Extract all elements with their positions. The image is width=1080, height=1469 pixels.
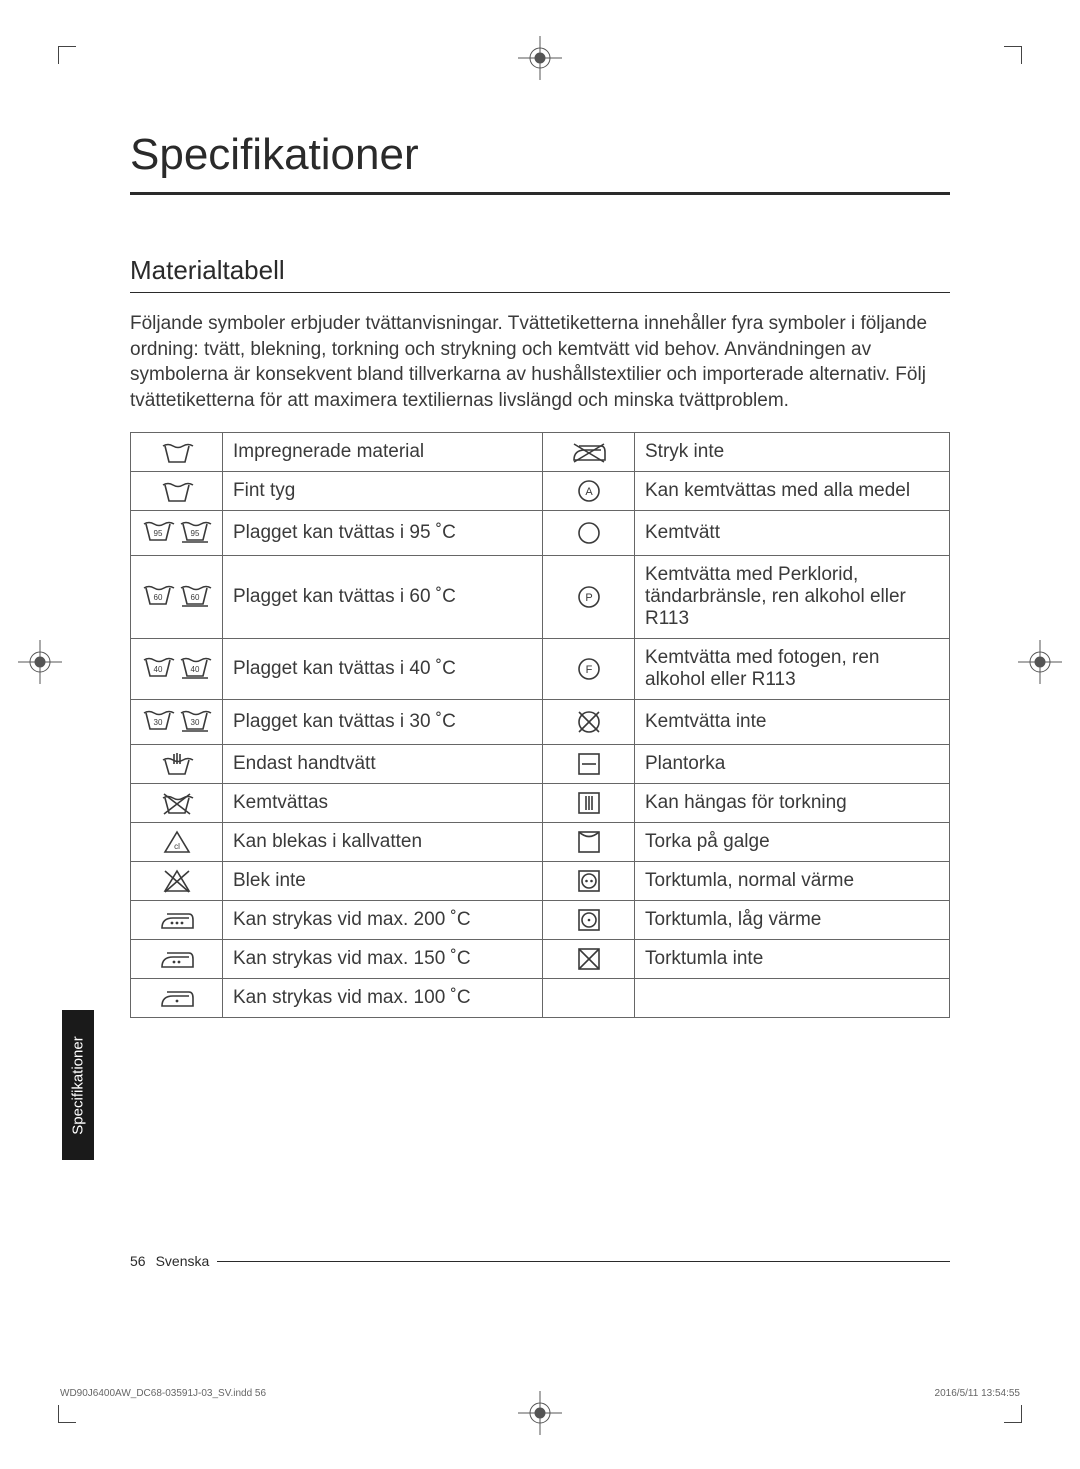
symbol-description: Plagget kan tvättas i 60 ˚C [223, 555, 543, 638]
footer-language: Svenska [156, 1253, 210, 1269]
wash-60-pair-icon: 60 60 [131, 555, 223, 638]
table-row: Impregnerade material Stryk inte [131, 432, 950, 471]
symbol-description: Kemtvättas [223, 783, 543, 822]
square-vlines-icon [543, 783, 635, 822]
symbol-description: Kan strykas vid max. 100 ˚C [223, 978, 543, 1017]
wash-40-pair-icon: 40 40 [131, 638, 223, 699]
symbol-description: Plagget kan tvättas i 40 ˚C [223, 638, 543, 699]
symbol-description: Kan hängas för torkning [635, 783, 950, 822]
table-row: Kan strykas vid max. 150 ˚C Torktumla in… [131, 939, 950, 978]
table-row: 60 60Plagget kan tvättas i 60 ˚CPKemtvät… [131, 555, 950, 638]
symbol-description: Kemtvätta inte [635, 699, 950, 744]
table-row: Endast handtvätt Plantorka [131, 744, 950, 783]
symbol-description: Kan strykas vid max. 200 ˚C [223, 900, 543, 939]
symbol-description: Plantorka [635, 744, 950, 783]
symbol-description [635, 978, 950, 1017]
symbol-description: Kemtvätta med Perklorid, tändarbränsle, … [635, 555, 950, 638]
svg-text:60: 60 [191, 593, 200, 602]
section-heading: Materialtabell [130, 255, 950, 293]
svg-text:30: 30 [191, 718, 200, 727]
symbol-description: Impregnerade material [223, 432, 543, 471]
iron-3-icon [131, 900, 223, 939]
symbol-description: Kemtvätta med fotogen, ren alkohol eller… [635, 638, 950, 699]
svg-text:30: 30 [154, 718, 163, 727]
intro-paragraph: Följande symboler erbjuder tvättanvisnin… [130, 311, 950, 414]
svg-text:40: 40 [154, 665, 163, 674]
wash-basin-icon [131, 471, 223, 510]
square-envelope-icon [543, 822, 635, 861]
square-circle-1-icon [543, 900, 635, 939]
page-number: 56 [130, 1253, 146, 1269]
svg-text:cl: cl [174, 842, 180, 851]
symbol-description: Torktumla, låg värme [635, 900, 950, 939]
table-row: 40 40Plagget kan tvättas i 40 ˚CFKemtvät… [131, 638, 950, 699]
page-title: Specifikationer [130, 130, 950, 195]
table-row: 95 95Plagget kan tvättas i 95 ˚CKemtvätt [131, 510, 950, 555]
symbol-description: Endast handtvätt [223, 744, 543, 783]
print-meta-left: WD90J6400AW_DC68-03591J-03_SV.indd 56 [60, 1388, 266, 1399]
symbol-description: Kan kemtvättas med alla medel [635, 471, 950, 510]
symbol-description: Fint tyg [223, 471, 543, 510]
table-row: cl Kan blekas i kallvatten Torka på galge [131, 822, 950, 861]
square-hline-icon [543, 744, 635, 783]
symbol-description: Plagget kan tvättas i 95 ˚C [223, 510, 543, 555]
page-footer: 56 Svenska [130, 1253, 950, 1269]
circle-icon [543, 510, 635, 555]
svg-text:A: A [585, 486, 593, 498]
wash-basin-icon [131, 432, 223, 471]
iron-cross-icon [543, 432, 635, 471]
triangle-cross-icon [131, 861, 223, 900]
triangle-cl-icon: cl [131, 822, 223, 861]
wash-cross-icon [131, 783, 223, 822]
empty-icon [543, 978, 635, 1017]
iron-1-icon [131, 978, 223, 1017]
symbol-description: Torka på galge [635, 822, 950, 861]
svg-text:95: 95 [191, 529, 200, 538]
symbol-description: Kan blekas i kallvatten [223, 822, 543, 861]
svg-text:40: 40 [191, 665, 200, 674]
circle-f-icon: F [543, 638, 635, 699]
circle-cross-icon [543, 699, 635, 744]
symbol-description: Blek inte [223, 861, 543, 900]
svg-text:60: 60 [154, 593, 163, 602]
symbol-description: Torktumla, normal värme [635, 861, 950, 900]
wash-30-pair-icon: 30 30 [131, 699, 223, 744]
table-row: Kemtvättas Kan hängas för torkning [131, 783, 950, 822]
footer-rule [217, 1261, 950, 1262]
symbol-description: Torktumla inte [635, 939, 950, 978]
svg-text:95: 95 [154, 529, 163, 538]
symbol-description: Kemtvätt [635, 510, 950, 555]
circle-a-icon: A [543, 471, 635, 510]
table-row: Kan strykas vid max. 200 ˚C Torktumla, l… [131, 900, 950, 939]
svg-text:P: P [585, 592, 592, 604]
print-meta-right: 2016/5/11 13:54:55 [935, 1388, 1020, 1399]
symbol-description: Stryk inte [635, 432, 950, 471]
table-row: 30 30Plagget kan tvättas i 30 ˚CKemtvätt… [131, 699, 950, 744]
circle-p-icon: P [543, 555, 635, 638]
table-row: Kan strykas vid max. 100 ˚C [131, 978, 950, 1017]
material-table: Impregnerade material Stryk inte Fint ty… [130, 432, 950, 1018]
iron-2-icon [131, 939, 223, 978]
symbol-description: Kan strykas vid max. 150 ˚C [223, 939, 543, 978]
svg-text:F: F [585, 664, 592, 676]
square-circle-2-icon [543, 861, 635, 900]
table-row: Blek inte Torktumla, normal värme [131, 861, 950, 900]
side-tab: Specifikationer [62, 1010, 94, 1160]
side-tab-label: Specifikationer [70, 1036, 87, 1134]
symbol-description: Plagget kan tvättas i 30 ˚C [223, 699, 543, 744]
square-cross-icon [543, 939, 635, 978]
table-row: Fint tyg A Kan kemtvättas med alla medel [131, 471, 950, 510]
wash-95-pair-icon: 95 95 [131, 510, 223, 555]
hand-wash-icon [131, 744, 223, 783]
